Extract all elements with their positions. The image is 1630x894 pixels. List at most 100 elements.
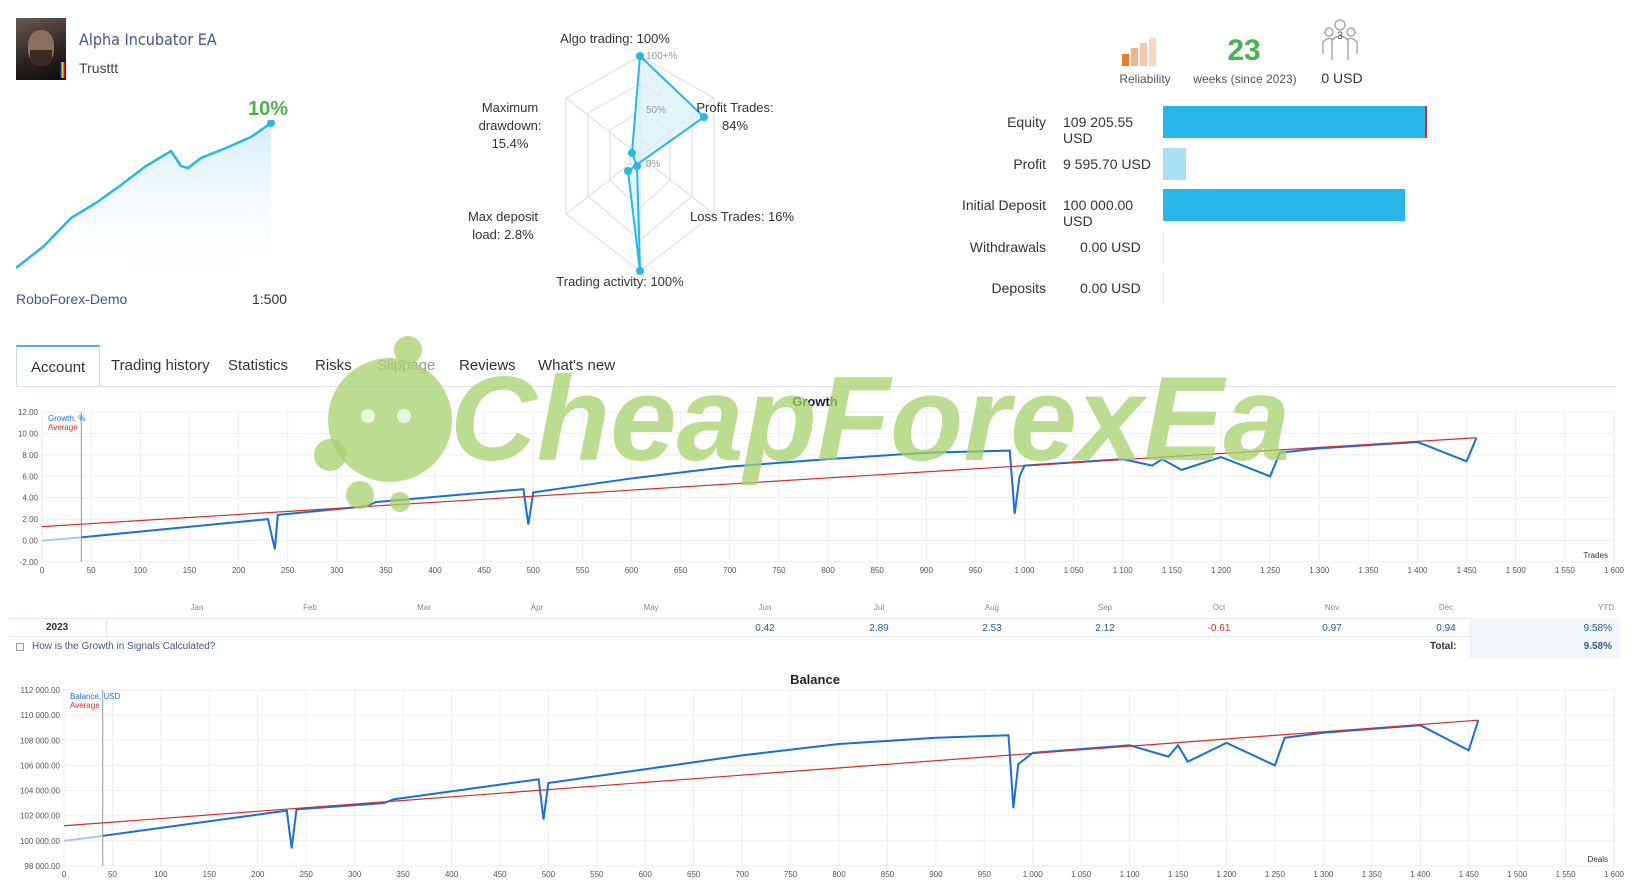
tab-trading-history[interactable]: Trading history: [111, 357, 210, 374]
x-tick-label: 50: [108, 870, 117, 879]
x-tick-label: 250: [300, 870, 314, 879]
owner-name[interactable]: Trusttt: [79, 60, 119, 76]
x-tick-label: 1 350: [1358, 566, 1379, 575]
total-value: 9.58%: [1583, 641, 1612, 652]
x-tick-label: 600: [625, 566, 639, 575]
month-label: Jan: [191, 603, 204, 612]
x-tick-label: 1 200: [1211, 566, 1232, 575]
tab-slippage[interactable]: Slippage: [377, 357, 436, 374]
month-label: Apr: [531, 603, 544, 612]
balance-chart: 0 50 100 150 200 250 300 350 400 450 500 550 600 650 7…: [20, 686, 1625, 879]
x-tick-label: 350: [379, 566, 393, 575]
x-tick-label: 550: [576, 566, 590, 575]
balance-chart-title: Balance: [790, 672, 840, 687]
total-label: Total:: [1430, 641, 1457, 652]
radar-label-deposit-line2: load: 2.8%: [472, 227, 534, 242]
signal-name[interactable]: Alpha Incubator EA: [79, 30, 217, 49]
month-label: Sep: [1098, 603, 1113, 612]
y-tick-label: 12.00: [18, 408, 39, 417]
y-tick-label: 98 000.00: [24, 862, 60, 871]
y-tick-label: 6.00: [22, 472, 38, 481]
mini-growth-line: [16, 121, 272, 269]
x-tick-label: 950: [978, 870, 992, 879]
x-tick-label: 250: [281, 566, 295, 575]
x-tick-label: 450: [477, 566, 491, 575]
weeks-label: weeks (since 2023): [1193, 72, 1297, 86]
radar-label-drawdown-line1: Maximum: [481, 100, 539, 115]
broker-name[interactable]: RoboForex-Demo: [16, 291, 128, 307]
subscribers-count: 3: [1336, 30, 1344, 42]
legend-average: Average: [48, 423, 78, 432]
growth-calc-link[interactable]: How is the Growth in Signals Calculated?: [32, 641, 216, 652]
x-tick-label: 200: [251, 870, 265, 879]
average-line: [63, 719, 1479, 827]
average-line: [41, 437, 1477, 528]
growth-value: 10%: [248, 98, 289, 120]
x-unit-label: Trades: [1583, 551, 1608, 560]
tab-risks[interactable]: Risks: [315, 357, 352, 374]
financial-value: 100 000.00 USD: [1063, 197, 1134, 229]
radar-label-activity: Trading activity: 100%: [556, 274, 684, 289]
x-unit-label: Deals: [1588, 855, 1608, 864]
financial-bar: [1163, 147, 1187, 180]
reliability-icon: [1122, 38, 1156, 66]
financial-bar: [1163, 106, 1427, 138]
radar-label-profit: Profit Trades: 84%: [690, 99, 780, 135]
x-tick-label: 100: [134, 566, 148, 575]
radar-label-algo: Algo trading: 100%: [560, 31, 670, 46]
month-label: Jul: [874, 603, 884, 612]
x-tick-label: 1 600: [1604, 566, 1625, 575]
month-table-mid-border: [10, 636, 1620, 637]
radar-label-deposit-line1: Max deposit: [467, 209, 539, 224]
tab-reviews[interactable]: Reviews: [459, 357, 516, 374]
month-label: YTD: [1598, 603, 1614, 612]
x-tick-label: 1 450: [1457, 566, 1478, 575]
x-tick-label: 850: [870, 566, 884, 575]
series-prehistory: [63, 834, 103, 842]
x-tick-label: 300: [330, 566, 344, 575]
month-value: 2.53: [982, 623, 1002, 634]
y-tick-label: 104 000.00: [20, 787, 61, 796]
tab-statistics[interactable]: Statistics: [228, 357, 289, 374]
x-tick-label: 0: [40, 566, 45, 575]
financial-label: Profit: [1013, 155, 1046, 172]
financial-label: Withdrawals: [969, 238, 1046, 255]
x-tick-label: 900: [920, 566, 934, 575]
tab-account[interactable]: Account: [16, 345, 101, 387]
x-tick-label: 1 500: [1507, 870, 1528, 879]
tab-divider: [16, 386, 1616, 387]
financial-value: 109 205.55 USD: [1063, 114, 1134, 146]
x-tick-label: 1 100: [1113, 566, 1134, 575]
tab-whats-new[interactable]: What's new: [538, 357, 616, 374]
avatar[interactable]: [16, 18, 66, 80]
radar-point-algo: [636, 52, 644, 60]
radar-label-deposit: Max deposit load: 2.8%: [458, 208, 548, 244]
x-tick-label: 1 050: [1064, 566, 1085, 575]
x-tick-label: 400: [428, 566, 442, 575]
financial-bar: [1163, 230, 1164, 263]
radar-point-deposit: [633, 162, 641, 170]
x-tick-label: 700: [735, 870, 749, 879]
radar-ring-label-0: 0%: [646, 159, 661, 170]
x-tick-label: 950: [969, 566, 983, 575]
financial-value: 0.00 USD: [1080, 238, 1141, 255]
x-tick-label: 150: [183, 566, 197, 575]
radar-point-activity: [636, 267, 644, 275]
x-tick-label: 850: [881, 870, 895, 879]
x-tick-label: 1 250: [1260, 566, 1281, 575]
x-tick-label: 1 300: [1309, 566, 1330, 575]
radar-label-drawdown-line3: 15.4%: [491, 136, 529, 151]
x-tick-label: 1 500: [1506, 566, 1527, 575]
month-value: 2.12: [1095, 623, 1115, 634]
x-tick-label: 0: [62, 870, 67, 879]
financial-bar: [1163, 189, 1405, 221]
y-tick-label: 108 000.00: [20, 736, 61, 745]
x-tick-label: 150: [203, 870, 217, 879]
radar-label-drawdown: Maximum drawdown: 15.4%: [470, 99, 550, 153]
month-label: Oct: [1213, 603, 1226, 612]
x-tick-label: 800: [821, 566, 835, 575]
radar-ring-label-50: 50%: [646, 105, 666, 116]
country-flag-icon: [60, 62, 65, 78]
x-tick-label: 550: [590, 870, 604, 879]
legend-series: Growth, %: [48, 414, 85, 423]
